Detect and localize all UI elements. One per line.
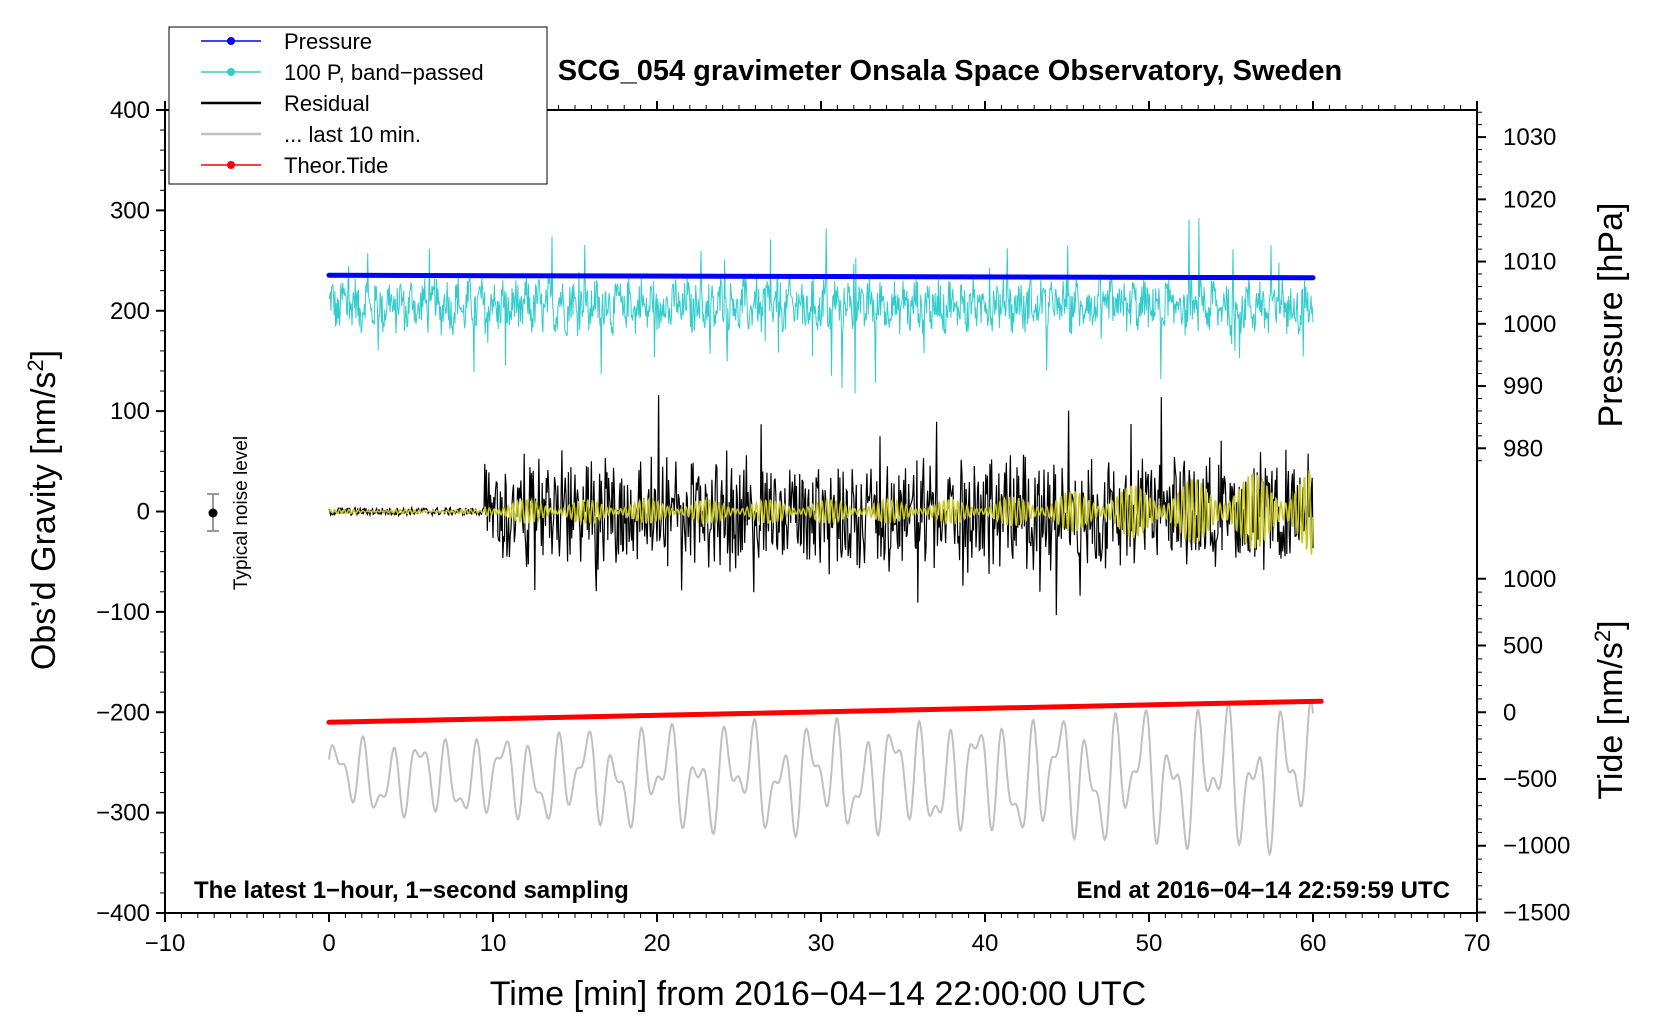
pressure-tick-label: 1000	[1503, 311, 1556, 338]
x-tick-label: 40	[972, 930, 999, 957]
x-tick-label: 20	[644, 930, 671, 957]
x-tick-label: 70	[1464, 930, 1491, 957]
y-left-tick-label: 100	[110, 398, 150, 425]
series-layer	[326, 218, 1324, 857]
y-left-tick-label: 0	[137, 499, 150, 526]
chart-title: SCG_054 gravimeter Onsala Space Observat…	[558, 55, 1342, 87]
tide-tick-label: −500	[1503, 766, 1557, 793]
tick-layer: −10 0 10 20 30 40 50 60 704003002001000−100−200−…	[96, 97, 1570, 957]
legend-label: 100 P, band−passed	[284, 60, 484, 85]
x-tick-label: 10	[480, 930, 507, 957]
legend-label: Theor.Tide	[284, 153, 388, 178]
series-last-10-min	[328, 699, 1314, 857]
pressure-tick-label: 1030	[1503, 124, 1556, 151]
y-axis-label-left: Obs’d Gravity [nm/s2]	[23, 350, 63, 670]
legend-label: Pressure	[284, 29, 372, 54]
y-left-tick-label: 400	[110, 97, 150, 124]
tide-tick-label: −1500	[1503, 899, 1570, 926]
y-left-tick-label: 200	[110, 298, 150, 325]
pressure-tick-label: 1020	[1503, 186, 1556, 213]
x-tick-label: 50	[1136, 930, 1163, 957]
annotation-sampling: The latest 1−hour, 1−second sampling	[194, 877, 629, 904]
tide-tick-label: 500	[1503, 633, 1543, 660]
series-residual-bandpassed	[328, 469, 1314, 555]
series-theoretical-tide	[326, 698, 1324, 725]
series-pressure	[326, 272, 1316, 281]
tide-tick-label: −1000	[1503, 833, 1570, 860]
noise-level-label: Typical noise level	[231, 436, 252, 590]
legend: Pressure 100 P, band−passed Residual ... la…	[168, 26, 548, 185]
pressure-tick-label: 1010	[1503, 249, 1556, 276]
noise-level-marker: Typical noise level	[207, 436, 252, 590]
annotation-end-time: End at 2016−04−14 22:59:59 UTC	[1076, 877, 1450, 904]
legend-marker	[227, 37, 235, 45]
y-axis-label-tide: Tide [nm/s2]	[1590, 620, 1630, 799]
series-pressure-bandpassed	[328, 218, 1314, 394]
x-axis-label: Time [min] from 2016−04−14 22:00:00 UTC	[490, 975, 1146, 1013]
y-axis-label-pressure: Pressure [hPa]	[1592, 203, 1630, 428]
x-tick-label: 60	[1300, 930, 1327, 957]
legend-label: ... last 10 min.	[284, 122, 421, 147]
pressure-tick-label: 980	[1503, 435, 1543, 462]
pressure-tick-label: 990	[1503, 373, 1543, 400]
legend-label: Residual	[284, 91, 370, 116]
y-left-tick-label: 300	[110, 197, 150, 224]
x-tick-label: 30	[808, 930, 835, 957]
y-left-tick-label: −300	[96, 800, 150, 827]
legend-marker	[227, 68, 235, 76]
tide-tick-label: 1000	[1503, 566, 1556, 593]
tide-tick-label: 0	[1503, 699, 1516, 726]
y-left-tick-label: −100	[96, 599, 150, 626]
legend-box	[168, 26, 548, 185]
legend-marker	[227, 161, 235, 169]
x-tick-label: 0	[322, 930, 335, 957]
x-tick-label: −10	[145, 930, 186, 957]
y-left-tick-label: −400	[96, 900, 150, 927]
y-left-tick-label: −200	[96, 699, 150, 726]
